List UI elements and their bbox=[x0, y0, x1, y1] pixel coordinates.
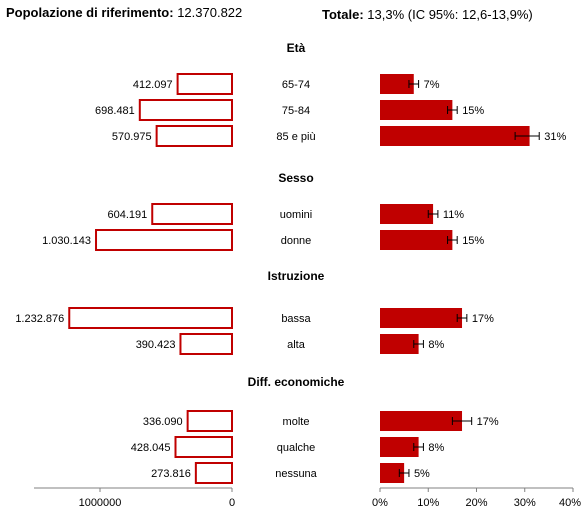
total-header: Totale: 13,3% (IC 95%: 12,6-13,9%) bbox=[322, 7, 533, 22]
population-value-label: 428.045 bbox=[131, 442, 171, 454]
population-bar bbox=[151, 203, 233, 225]
population-bar bbox=[194, 462, 234, 484]
prevalence-value-label: 7% bbox=[424, 79, 440, 91]
right-axis-tick-label: 40% bbox=[559, 497, 581, 509]
prevalence-bar bbox=[380, 74, 414, 94]
population-value-label: 604.191 bbox=[107, 209, 147, 221]
category-label: 75-84 bbox=[282, 105, 310, 117]
prevalence-value-label: 15% bbox=[462, 105, 484, 117]
population-value-label: 1.030.143 bbox=[42, 235, 91, 247]
left-axis-tick-label: 0 bbox=[229, 497, 235, 509]
prevalence-value-label: 8% bbox=[428, 442, 444, 454]
left-axis-tick-label: 1000000 bbox=[79, 497, 122, 509]
prevalence-value-label: 15% bbox=[462, 235, 484, 247]
population-value-label: 1.232.876 bbox=[15, 313, 64, 325]
right-axis-tick-label: 0% bbox=[372, 497, 388, 509]
prevalence-bar bbox=[380, 204, 434, 224]
category-label: nessuna bbox=[275, 468, 317, 480]
right-axis-tick-label: 20% bbox=[465, 497, 487, 509]
population-value-label: 336.090 bbox=[143, 416, 183, 428]
prevalence-value-label: 11% bbox=[443, 209, 464, 221]
category-label: 85 e più bbox=[276, 131, 315, 143]
prevalence-bar bbox=[380, 463, 405, 483]
prevalence-bar bbox=[380, 100, 453, 120]
total-value: 13,3% (IC 95%: 12,6-13,9%) bbox=[367, 7, 533, 22]
population-header: Popolazione di riferimento: 12.370.822 bbox=[6, 5, 242, 20]
prevalence-bar bbox=[380, 230, 453, 250]
population-bar bbox=[186, 410, 234, 432]
population-value-label: 698.481 bbox=[95, 105, 135, 117]
prevalence-bar bbox=[380, 308, 463, 328]
category-label: 65-74 bbox=[282, 79, 310, 91]
category-label: molte bbox=[283, 416, 310, 428]
category-label: donne bbox=[281, 235, 312, 247]
prevalence-bar bbox=[380, 411, 463, 431]
population-bar bbox=[174, 436, 234, 458]
population-bar bbox=[95, 229, 234, 251]
population-bar bbox=[179, 333, 233, 355]
population-bar bbox=[138, 99, 233, 121]
total-label: Totale: bbox=[322, 7, 364, 22]
population-value: 12.370.822 bbox=[177, 5, 243, 20]
group-title: Istruzione bbox=[268, 269, 325, 283]
category-label: bassa bbox=[281, 313, 311, 325]
prevalence-bar bbox=[380, 126, 530, 146]
population-value-label: 412.097 bbox=[133, 79, 173, 91]
group-title: Diff. economiche bbox=[248, 375, 345, 389]
population-bar bbox=[68, 307, 234, 329]
population-value-label: 273.816 bbox=[151, 468, 191, 480]
prevalence-value-label: 8% bbox=[428, 339, 444, 351]
category-label: qualche bbox=[277, 442, 316, 454]
prevalence-value-label: 17% bbox=[477, 416, 499, 428]
right-axis-tick-label: 30% bbox=[514, 497, 536, 509]
prevalence-bar bbox=[380, 334, 419, 354]
category-label: uomini bbox=[280, 209, 312, 221]
population-label: Popolazione di riferimento: bbox=[6, 5, 174, 20]
prevalence-bar bbox=[380, 437, 419, 457]
prevalence-value-label: 5% bbox=[414, 468, 430, 480]
group-title: Età bbox=[287, 41, 306, 55]
population-value-label: 570.975 bbox=[112, 131, 152, 143]
right-axis-tick-label: 10% bbox=[417, 497, 439, 509]
population-bar bbox=[176, 73, 233, 95]
category-label: alta bbox=[287, 339, 306, 351]
population-bar bbox=[155, 125, 233, 147]
group-title: Sesso bbox=[278, 171, 313, 185]
population-value-label: 390.423 bbox=[136, 339, 176, 351]
prevalence-value-label: 31% bbox=[544, 131, 566, 143]
prevalence-value-label: 17% bbox=[472, 313, 494, 325]
